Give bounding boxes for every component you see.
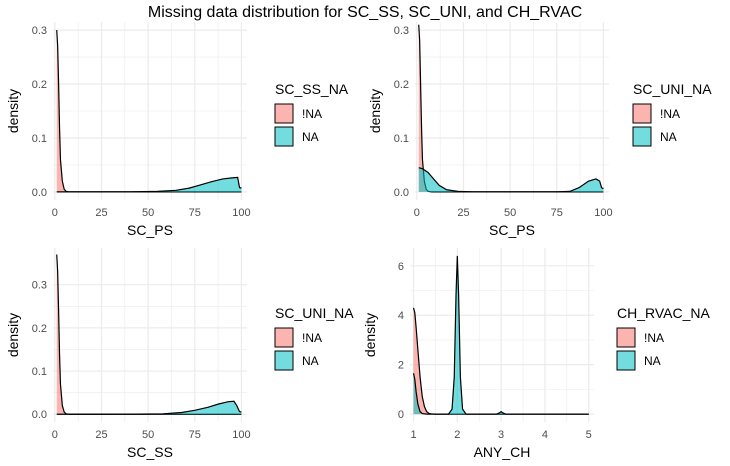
density-line-na <box>56 176 242 193</box>
legend: SC_UNI_NA !NA NA <box>274 305 354 371</box>
y-tick-label: 0.1 <box>32 366 47 378</box>
x-tick-label: 75 <box>189 207 201 219</box>
x-axis-title: SC_PS <box>489 222 535 238</box>
legend-label: !NA <box>660 107 680 121</box>
y-tick-label: 2 <box>398 360 404 372</box>
y-tick-label: 0.0 <box>32 409 47 421</box>
x-axis-title: SC_SS <box>127 444 173 460</box>
legend-key-notna <box>616 327 636 348</box>
x-tick-label: 2 <box>454 429 460 441</box>
density-line-notna <box>418 24 604 193</box>
y-tick-label: 0.0 <box>394 187 409 199</box>
density-area-na <box>56 177 242 192</box>
density-area-na <box>418 167 604 192</box>
legend-key-na <box>274 126 294 147</box>
density-line-na <box>418 167 604 193</box>
y-axis-title: density <box>5 89 21 133</box>
chart-panel-3: 0 25 50 75 100 0.0 0.1 0.2 0.3 SC_SS density SC_UNI… <box>5 248 354 460</box>
legend: SC_UNI_NA !NA NA <box>632 81 712 147</box>
legend-title: SC_SS_NA <box>275 81 349 97</box>
x-tick-label: 100 <box>232 207 250 219</box>
legend-key-notna <box>274 103 294 124</box>
y-tick-label: 6 <box>398 261 404 273</box>
density-area-na <box>413 255 589 415</box>
x-tick-label: 4 <box>542 429 548 441</box>
y-tick-label: 0.2 <box>394 79 409 91</box>
legend-label: NA <box>644 354 661 368</box>
legend-title: SC_UNI_NA <box>633 81 712 97</box>
legend: CH_RVAC_NA !NA NA <box>616 305 711 371</box>
density-area-notna <box>418 24 604 192</box>
legend-label: NA <box>660 130 677 144</box>
y-axis-title: density <box>5 313 21 357</box>
x-tick-label: 25 <box>95 207 107 219</box>
x-tick-label: 100 <box>232 429 250 441</box>
chart-title: Missing data distribution for SC_SS, SC_… <box>147 4 583 21</box>
y-tick-label: 0.2 <box>32 79 47 91</box>
y-tick-label: 0.2 <box>32 323 47 335</box>
x-tick-label: 50 <box>142 429 154 441</box>
x-tick-label: 5 <box>586 429 592 441</box>
x-tick-label: 0 <box>414 207 420 219</box>
y-tick-label: 0.3 <box>32 25 47 37</box>
legend-key-notna <box>632 103 652 124</box>
x-tick-label: 50 <box>504 207 516 219</box>
y-tick-label: 0.1 <box>394 133 409 145</box>
x-tick-label: 0 <box>52 429 58 441</box>
legend-key-na <box>616 350 636 371</box>
y-axis-title: density <box>362 313 378 357</box>
legend-label: NA <box>302 130 319 144</box>
legend-label: !NA <box>644 331 664 345</box>
chart-panel-1: 0 25 50 75 100 0.0 0.1 0.2 0.3 SC_PS density SC_SS_… <box>5 22 349 238</box>
x-axis-title: ANY_CH <box>474 444 531 460</box>
x-tick-label: 0 <box>52 207 58 219</box>
x-tick-label: 75 <box>551 207 563 219</box>
y-tick-label: 0.3 <box>32 280 47 292</box>
x-axis-title: SC_PS <box>127 222 173 238</box>
y-tick-label: 0.0 <box>32 187 47 199</box>
y-tick-label: 4 <box>398 310 404 322</box>
legend: SC_SS_NA !NA NA <box>274 81 349 147</box>
legend-key-notna <box>274 327 294 348</box>
density-line-notna <box>56 254 242 415</box>
density-line-na <box>56 400 242 415</box>
legend-label: !NA <box>302 107 322 121</box>
legend-key-na <box>632 126 652 147</box>
legend-label: !NA <box>302 331 322 345</box>
chart-panel-2: 0 25 50 75 100 0.0 0.1 0.2 0.3 SC_PS density SC_UNI… <box>367 22 712 238</box>
density-area-na <box>56 401 242 415</box>
density-area-notna <box>56 254 242 415</box>
y-tick-label: 0 <box>398 409 404 421</box>
legend-title: CH_RVAC_NA <box>617 305 711 321</box>
legend-key-na <box>274 350 294 371</box>
x-tick-label: 1 <box>410 429 416 441</box>
x-tick-label: 25 <box>95 429 107 441</box>
y-axis-title: density <box>367 89 383 133</box>
x-tick-label: 25 <box>457 207 469 219</box>
legend-title: SC_UNI_NA <box>275 305 354 321</box>
density-line-na <box>412 255 589 415</box>
x-tick-label: 100 <box>594 207 612 219</box>
x-tick-label: 75 <box>189 429 201 441</box>
chart-panel-4: 1 2 3 4 5 0 2 4 6 ANY_CH density CH_RVAC_NA !NA NA <box>362 248 711 460</box>
x-tick-label: 50 <box>142 207 154 219</box>
legend-label: NA <box>302 354 319 368</box>
y-tick-label: 0.1 <box>32 133 47 145</box>
x-tick-label: 3 <box>498 429 504 441</box>
y-tick-label: 0.3 <box>394 25 409 37</box>
